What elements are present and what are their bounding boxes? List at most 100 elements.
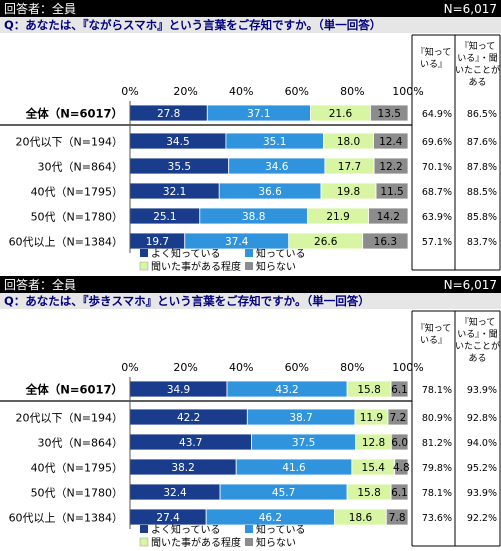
legend-swatch (245, 249, 253, 257)
category-label: 40代（N=1795） (31, 186, 123, 199)
summary-column-header: 『知って (460, 316, 496, 328)
summary-column-header: 『知って (416, 322, 452, 334)
bar-segment (390, 380, 409, 398)
data-label: 21.9 (326, 211, 349, 223)
x-tick-label: 20% (173, 85, 197, 98)
legend-label: 知っている (256, 247, 306, 260)
data-label: 4.8 (393, 462, 410, 474)
summary-value: 88.5% (467, 187, 497, 198)
data-label: 37.1 (247, 108, 270, 120)
summary-value: 63.9% (422, 212, 452, 223)
data-label: 14.2 (377, 211, 400, 223)
summary-column-header: いたことが (455, 340, 500, 352)
category-label: 60代以上（N=1384） (9, 512, 123, 525)
summary-value: 87.8% (467, 162, 497, 173)
category-label: 50代（N=1780） (31, 211, 123, 224)
data-label: 42.2 (177, 412, 200, 424)
summary-value: 85.8% (467, 212, 497, 223)
data-label: 43.2 (275, 384, 298, 396)
data-label: 37.5 (292, 437, 315, 449)
data-label: 13.5 (378, 108, 401, 120)
legend-label: よく知っている (151, 247, 221, 260)
category-label: 50代（N=1780） (31, 487, 123, 500)
legend-label: 知っている (256, 523, 306, 536)
data-label: 35.1 (263, 136, 286, 148)
data-label: 46.2 (259, 512, 282, 524)
summary-column-header: いる』 (420, 59, 447, 70)
category-label: 全体（N=6017） (25, 383, 123, 397)
legend-swatch (245, 262, 253, 270)
category-label: 40代（N=1795） (31, 462, 123, 475)
summary-value: 92.8% (467, 413, 497, 424)
legend-swatch (140, 249, 148, 257)
data-label: 34.6 (265, 161, 289, 173)
summary-value: 57.1% (422, 237, 452, 248)
summary-value: 93.9% (467, 488, 497, 499)
summary-value: 69.6% (422, 137, 452, 148)
x-tick-label: 100% (392, 85, 423, 98)
legend-swatch (139, 537, 149, 547)
summary-value: 78.1% (422, 488, 452, 499)
data-label: 17.7 (338, 161, 361, 173)
x-tick-label: 40% (229, 85, 253, 98)
data-label: 43.7 (179, 437, 202, 449)
x-tick-label: 100% (392, 361, 423, 374)
summary-value: 80.9% (422, 413, 452, 424)
x-tick-label: 0% (121, 361, 138, 374)
legend-swatch (245, 538, 253, 546)
summary-value: 83.7% (467, 237, 497, 248)
summary-column-header: いる』 (420, 335, 447, 346)
category-label: 20代以下（N=194） (16, 412, 123, 425)
summary-value: 94.0% (467, 438, 497, 449)
data-label: 27.8 (157, 108, 180, 120)
data-label: 37.4 (225, 236, 249, 248)
header-bar (0, 276, 501, 293)
bar-segment (390, 433, 409, 451)
bar-segment (362, 232, 409, 250)
summary-column-header: 『知って (416, 46, 452, 58)
legend-swatch (139, 261, 149, 271)
legend-label: 知らない (256, 536, 296, 549)
legend-label: 知らない (256, 260, 296, 273)
category-label: 30代（N=864） (38, 161, 123, 174)
chart-panel-0: 回答者：全員 N=6,017 Q：あなたは、『ながらスマホ』という言葉をご存知ですか… (0, 0, 501, 273)
x-tick-label: 40% (229, 361, 253, 374)
summary-value: 93.9% (467, 385, 497, 396)
legend-swatch (140, 525, 148, 533)
data-label: 11.5 (380, 186, 403, 198)
respondent-label: 回答者：全員 (4, 1, 76, 16)
x-tick-label: 20% (173, 361, 197, 374)
data-label: 18.0 (337, 136, 360, 148)
data-label: 6.1 (391, 487, 408, 499)
x-tick-label: 60% (285, 361, 309, 374)
data-label: 32.1 (163, 186, 186, 198)
data-label: 21.6 (329, 108, 353, 120)
data-label: 15.8 (357, 487, 380, 499)
bar-segment (385, 508, 409, 526)
data-label: 34.5 (166, 136, 189, 148)
bar-segment (375, 182, 409, 200)
data-label: 32.4 (163, 487, 187, 499)
data-label: 35.5 (168, 161, 191, 173)
summary-value: 64.9% (422, 109, 452, 120)
chart-panel-1: 回答者：全員 N=6,017 Q：あなたは、『歩きスマホ』という言葉をご存知ですか。… (0, 276, 501, 549)
data-label: 12.8 (362, 437, 385, 449)
data-label: 7.8 (389, 512, 406, 524)
bar-segment (387, 408, 409, 426)
x-tick-label: 80% (340, 361, 364, 374)
legend-swatch (245, 525, 253, 533)
bar-segment (373, 157, 409, 175)
category-label: 全体（N=6017） (25, 107, 123, 121)
question-bar (0, 17, 501, 33)
data-label: 36.6 (258, 186, 282, 198)
summary-column-header: ある (468, 77, 486, 88)
data-label: 27.4 (156, 512, 180, 524)
category-label: 20代以下（N=194） (16, 136, 123, 149)
summary-column-header: ある (468, 353, 486, 364)
bar-segment (394, 458, 409, 476)
summary-value: 70.1% (422, 162, 452, 173)
data-label: 16.3 (374, 236, 397, 248)
summary-value: 92.2% (467, 513, 497, 524)
summary-column-header: いる』・聞 (457, 53, 498, 64)
